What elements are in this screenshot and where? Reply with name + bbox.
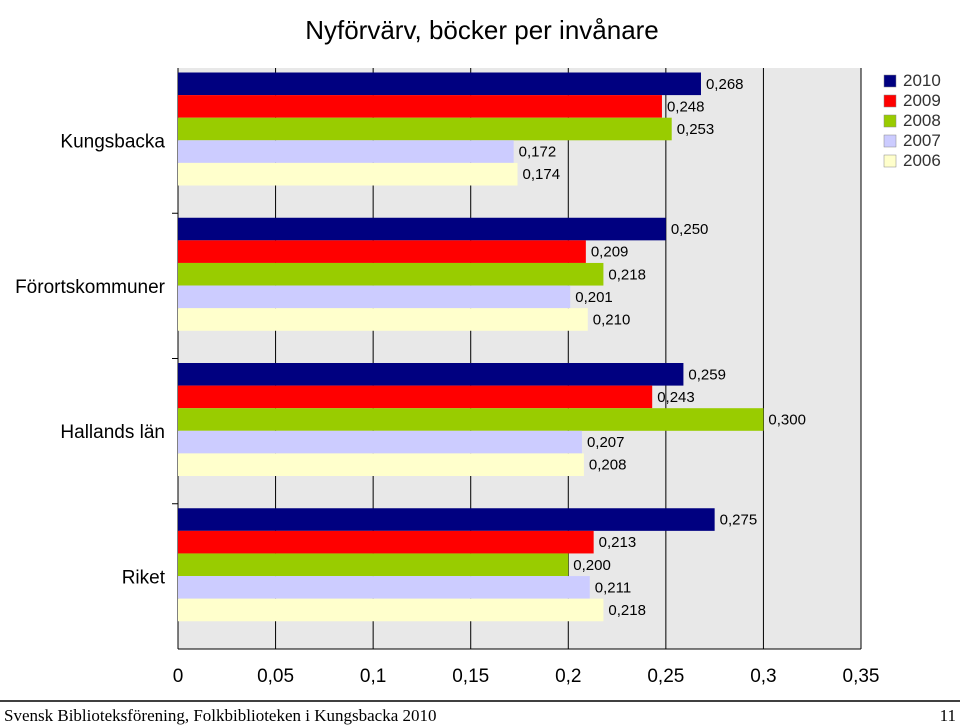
footer-text: Svensk Biblioteksförening, Folkbibliotek…	[4, 706, 437, 725]
bar	[178, 385, 653, 409]
bar	[178, 508, 715, 531]
data-label: 0,248	[667, 98, 705, 115]
bar	[178, 217, 666, 241]
data-label: 0,253	[677, 121, 715, 138]
x-tick-label: 0,05	[257, 666, 294, 687]
legend-swatch	[883, 154, 897, 168]
x-tick-label: 0,1	[360, 666, 386, 687]
legend-label: 2007	[903, 131, 941, 150]
bar	[178, 140, 514, 163]
category-label: Kungsbacka	[60, 132, 165, 153]
bar	[178, 95, 662, 118]
data-label: 0,275	[720, 512, 758, 529]
bar	[178, 117, 672, 141]
data-label: 0,243	[657, 389, 695, 406]
legend-swatch	[883, 94, 897, 108]
data-label: 0,209	[591, 244, 629, 261]
x-tick-labels: 0 0,05 0,1 0,15 0,2 0,25 0,3 0,35	[173, 666, 880, 687]
data-label: 0,300	[768, 412, 806, 429]
legend-label: 2008	[903, 111, 941, 130]
bar	[178, 598, 604, 622]
bar	[178, 453, 584, 476]
legend-swatch	[883, 74, 897, 88]
data-label: 0,201	[575, 289, 613, 306]
data-label: 0,218	[608, 602, 646, 619]
x-tick-label: 0,25	[647, 666, 684, 687]
page-number: 11	[940, 706, 956, 725]
data-label: 0,213	[599, 534, 637, 551]
data-label: 0,172	[519, 144, 557, 161]
bar	[178, 553, 569, 577]
x-tick-label: 0	[173, 666, 184, 687]
bar	[178, 408, 764, 431]
data-label: 0,174	[523, 166, 561, 183]
bar	[178, 72, 701, 96]
bar	[178, 308, 588, 331]
chart-title: Nyförvärv, böcker per invånare	[305, 15, 659, 45]
x-tick-label: 0,15	[452, 666, 489, 687]
data-label: 0,210	[593, 311, 631, 328]
data-label: 0,250	[671, 221, 709, 238]
data-label: 0,268	[706, 76, 744, 93]
category-labels: Kungsbacka Förortskommuner Hallands län Rik…	[15, 132, 166, 589]
data-label: 0,200	[573, 557, 611, 574]
category-label: Förortskommuner	[15, 277, 166, 298]
category-label: Riket	[122, 567, 166, 588]
data-label: 0,207	[587, 434, 625, 451]
x-tick-label: 0,3	[750, 666, 776, 687]
bar	[178, 285, 571, 309]
x-tick-label: 0,2	[555, 666, 581, 687]
data-label: 0,218	[608, 266, 646, 283]
legend-label: 2006	[903, 151, 941, 170]
legend-swatch	[883, 114, 897, 128]
bar	[178, 530, 594, 554]
data-label: 0,208	[589, 457, 627, 474]
category-label: Hallands län	[60, 422, 165, 443]
bar	[178, 430, 582, 454]
x-tick-label: 0,35	[843, 666, 880, 687]
legend-label: 2010	[903, 71, 941, 90]
bar	[178, 262, 604, 286]
legend-label: 2009	[903, 91, 941, 110]
legend-swatch	[883, 134, 897, 148]
bars	[178, 72, 764, 622]
data-label: 0,211	[595, 579, 631, 596]
bar	[178, 162, 518, 186]
bar	[178, 576, 590, 599]
bar	[178, 240, 586, 263]
bar	[178, 363, 684, 386]
data-label: 0,259	[688, 366, 726, 383]
